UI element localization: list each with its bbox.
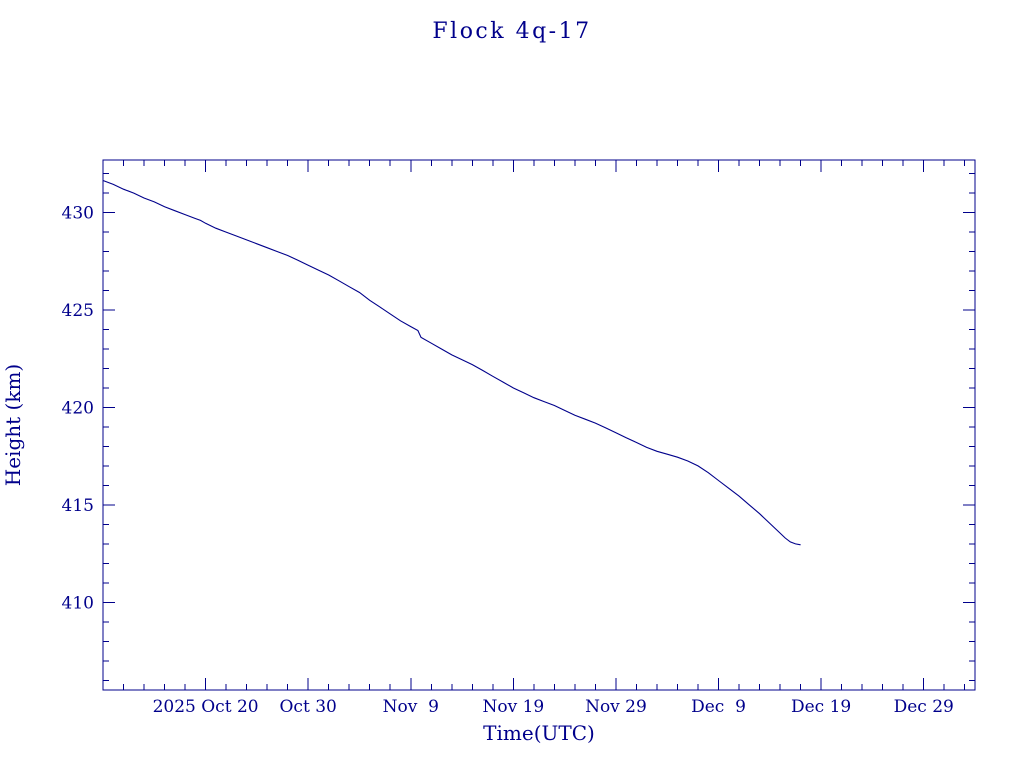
y-axis-label: Height (km): [1, 364, 25, 486]
height-curve: [102, 179, 801, 546]
x-tick-label: Dec 9: [691, 697, 746, 717]
x-tick-label: 2025 Oct 20: [153, 697, 259, 717]
y-tick-label: 415: [62, 496, 94, 516]
plot-area: 2025 Oct 20 Oct 30 Nov 9 Nov 19 Nov 29 Dec 9 D…: [62, 159, 976, 717]
x-tick-label: Nov 29: [585, 697, 647, 717]
y-tick-label: 425: [62, 301, 94, 321]
x-tick-label: Oct 30: [280, 697, 337, 717]
x-tick-label: Dec 29: [894, 697, 954, 717]
chart-title: Flock 4q-17: [432, 19, 591, 44]
x-axis-label: Time(UTC): [483, 721, 595, 745]
plot-frame: [102, 159, 976, 691]
x-tick-label: Nov 9: [383, 697, 439, 717]
y-tick-label: 430: [62, 204, 94, 224]
y-tick-label: 410: [62, 593, 94, 613]
x-tick-label: Dec 19: [791, 697, 851, 717]
y-tick-label: 420: [62, 398, 94, 418]
x-tick-label: Nov 19: [482, 697, 544, 717]
